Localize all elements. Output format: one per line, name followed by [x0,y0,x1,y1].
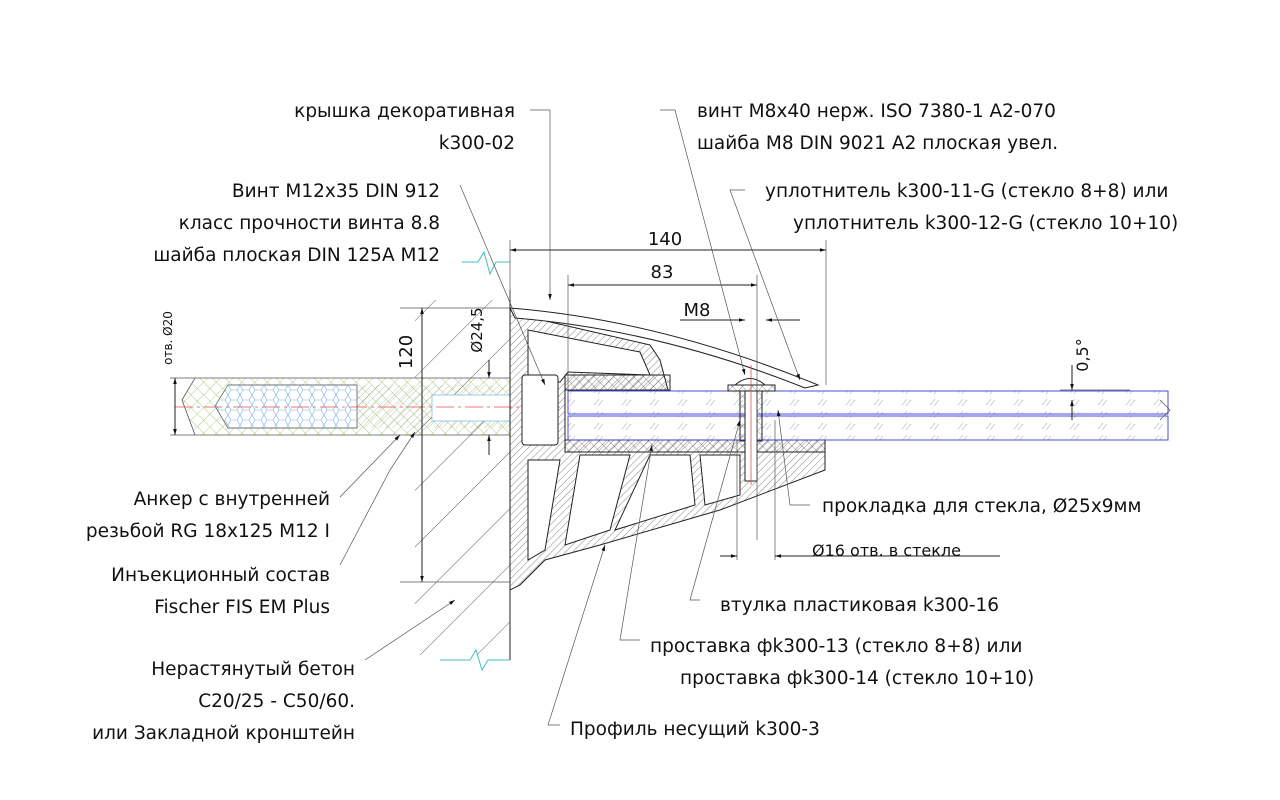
dim-83: 83 [651,262,674,283]
concrete-wall [415,250,511,672]
label-spacer-1: проставка фk300-13 (стекло 8+8) или [650,636,1022,657]
hole-20-label: отв. Ø20 [161,311,175,365]
label-profile: Профиль несущий k300-3 [570,719,820,740]
anchor-rod [175,377,560,436]
label-anchor-1: Анкер с внутренней [134,489,330,510]
label-injection-1: Инъекционный состав [111,565,330,586]
callout-labels: крышка декоративная k300-02 Винт M12x35 … [86,101,1178,744]
label-seal-1: уплотнитель k300-11-G (стекло 8+8) или [765,181,1168,202]
label-bushing: втулка пластиковая k300-16 [720,595,999,616]
break-line-bottom [440,648,510,672]
label-concrete-1: Нерастянутый бетон [151,659,355,680]
label-bolt-3: шайба плоская DIN 125A M12 [153,245,440,266]
dim-24-5: Ø24,5 [468,307,486,352]
top-seal [564,374,671,391]
label-screw-2: шайба M8 DIN 9021 A2 плоская увел. [697,133,1058,154]
label-glass-hole: Ø16 отв. в стекле [812,541,961,560]
glass-panes [567,390,1171,441]
label-cover-1: крышка декоративная [294,101,515,122]
leader-lines [339,109,810,726]
label-bolt-2: класс прочности винта 8.8 [179,213,440,234]
label-gasket: прокладка для стекла, Ø25x9мм [822,496,1141,517]
dim-120: 120 [396,335,417,369]
screw-m8 [727,365,776,485]
label-screw-1: винт M8x40 нерж. ISO 7380-1 A2-070 [697,101,1056,122]
decorative-cover [509,307,820,389]
bottom-spacer [564,439,826,453]
label-cover-2: k300-02 [439,133,515,154]
label-anchor-2: резьбой RG 18x125 M12 I [86,521,330,542]
break-line-top [462,250,510,276]
label-injection-2: Fischer FIS EM Plus [154,597,330,618]
dim-m8: M8 [684,300,711,321]
dimensions: 140 83 M8 120 Ø24,5 отв. Ø20 0,5° [161,229,1130,583]
label-bolt-1: Винт M12x35 DIN 912 [232,181,440,202]
label-concrete-3: или Закладной кронштейн [92,723,355,744]
angle-0-5: 0,5° [1073,338,1092,371]
dim-140: 140 [648,229,682,250]
label-seal-2: уплотнитель k300-12-G (стекло 10+10) [793,213,1178,234]
label-spacer-2: проставка фk300-14 (стекло 10+10) [680,668,1034,689]
label-concrete-2: C20/25 - C50/60. [198,691,355,712]
